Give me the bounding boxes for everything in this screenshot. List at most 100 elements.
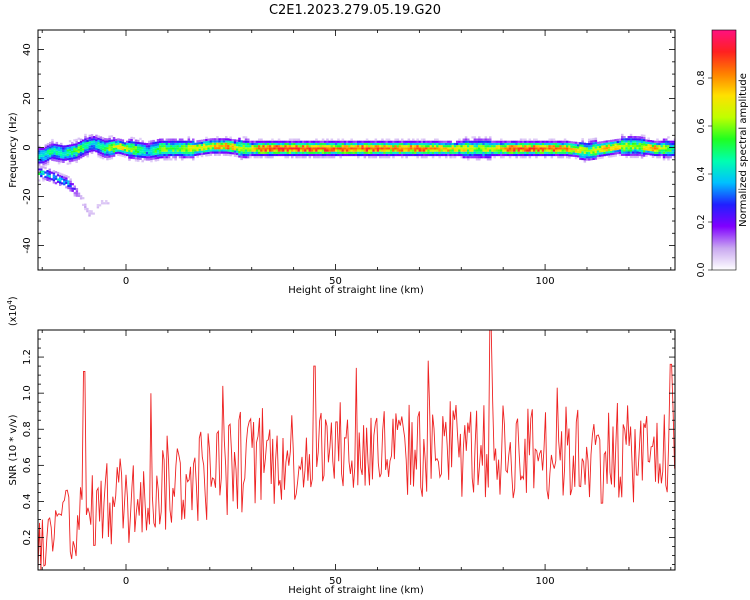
- heatmap-cell: [379, 147, 382, 150]
- heatmap-cell: [357, 153, 360, 157]
- heatmap-cell: [585, 154, 589, 157]
- heatmap-cell: [69, 180, 72, 183]
- heatmap-cell: [636, 151, 639, 154]
- heatmap-cell: [541, 145, 545, 148]
- colorbar-tick-label: 0.6: [696, 118, 707, 133]
- heatmap-cell: [56, 171, 60, 175]
- heatmap-cell: [324, 149, 327, 152]
- heatmap-cell: [244, 156, 248, 159]
- heatmap-cell: [200, 150, 204, 153]
- heatmap-cell: [621, 133, 624, 136]
- heatmap-cell: [372, 149, 375, 152]
- heatmap-cell: [110, 139, 114, 142]
- heatmap-cell: [566, 149, 569, 152]
- heatmap-cell: [304, 142, 307, 146]
- heatmap-cell: [537, 147, 540, 150]
- heatmap-cell: [302, 151, 305, 154]
- heatmap-cell: [302, 153, 305, 157]
- heatmap-cell: [484, 145, 488, 148]
- heatmap-cell: [524, 149, 527, 152]
- heatmap-cell: [337, 149, 340, 152]
- heatmap-cell: [251, 140, 254, 143]
- heatmap-cell: [313, 153, 316, 157]
- heatmap-cell: [577, 153, 580, 156]
- heatmap-cell: [222, 153, 226, 156]
- heatmap-cell: [398, 149, 402, 152]
- heatmap-cell: [387, 145, 391, 148]
- heatmap-cell: [46, 176, 49, 179]
- spectrogram-y-label: Frequency (Hz): [8, 112, 19, 188]
- heatmap-cell: [200, 152, 204, 155]
- heatmap-cell: [51, 145, 54, 148]
- heatmap-cell: [137, 155, 140, 158]
- heatmap-cell: [52, 179, 56, 182]
- x-tick-label: 100: [536, 276, 555, 287]
- heatmap-cell: [167, 147, 171, 150]
- heatmap-cell: [299, 156, 303, 159]
- heatmap-cell: [621, 153, 624, 156]
- heatmap-cell: [484, 149, 488, 152]
- y-tick-label: -40: [22, 237, 33, 253]
- heatmap-cell: [511, 147, 514, 150]
- heatmap-cell: [229, 149, 232, 152]
- heatmap-cell: [603, 151, 606, 154]
- heatmap-cell: [592, 151, 595, 154]
- heatmap-cell: [86, 210, 89, 213]
- heatmap-cell: [629, 138, 633, 141]
- heatmap-cell: [297, 138, 301, 141]
- heatmap-cell: [372, 147, 375, 150]
- heatmap-cell: [539, 149, 543, 152]
- heatmap-cell: [456, 145, 459, 148]
- heatmap-cell: [209, 144, 213, 148]
- heatmap-cell: [621, 136, 624, 139]
- heatmap-cell: [187, 147, 191, 150]
- heatmap-cell: [38, 156, 41, 160]
- heatmap-cell: [634, 138, 637, 141]
- heatmap-cell: [242, 136, 246, 139]
- heatmap-cell: [407, 151, 411, 154]
- heatmap-cell: [211, 140, 215, 143]
- heatmap-cell: [88, 136, 92, 140]
- heatmap-cell: [605, 142, 609, 145]
- heatmap-cell: [95, 150, 98, 153]
- heatmap-cell: [491, 145, 494, 148]
- heatmap-cell: [365, 142, 369, 146]
- heatmap-cell: [528, 151, 532, 154]
- heatmap-cell: [508, 153, 512, 157]
- heatmap-cell: [220, 140, 224, 143]
- heatmap-cell: [225, 147, 228, 150]
- heatmap-cell: [447, 149, 450, 152]
- heatmap-cell: [517, 145, 521, 148]
- heatmap-cell: [121, 141, 125, 144]
- heatmap-cell: [662, 142, 666, 146]
- heatmap-cell: [277, 151, 281, 154]
- heatmap-cell: [423, 147, 426, 150]
- heatmap-cell: [189, 156, 193, 159]
- heatmap-cell: [291, 147, 294, 150]
- heatmap-cell: [328, 153, 331, 157]
- heatmap-cell: [449, 149, 452, 152]
- heatmap-cell: [86, 148, 89, 151]
- heatmap-cell: [429, 142, 433, 146]
- heatmap-cell: [52, 181, 56, 184]
- heatmap-cell: [271, 149, 274, 152]
- heatmap-cell: [128, 145, 131, 148]
- heatmap-cell: [667, 153, 670, 157]
- heatmap-cell: [187, 149, 191, 152]
- heatmap-cell: [328, 147, 331, 150]
- heatmap-cell: [196, 142, 199, 145]
- heatmap-cell: [425, 153, 428, 157]
- heatmap-cell: [581, 153, 584, 156]
- heatmap-cell: [456, 153, 459, 157]
- heatmap-cell: [557, 140, 560, 143]
- heatmap-cell: [143, 151, 147, 154]
- heatmap-cell: [361, 140, 364, 143]
- heatmap-cell: [203, 139, 206, 142]
- heatmap-cell: [643, 154, 646, 157]
- heatmap-cell: [220, 147, 224, 150]
- heatmap-cell: [401, 149, 404, 152]
- heatmap-cell: [438, 145, 441, 148]
- heatmap-cell: [194, 144, 197, 148]
- heatmap-cell: [673, 138, 675, 141]
- heatmap-cell: [86, 144, 89, 147]
